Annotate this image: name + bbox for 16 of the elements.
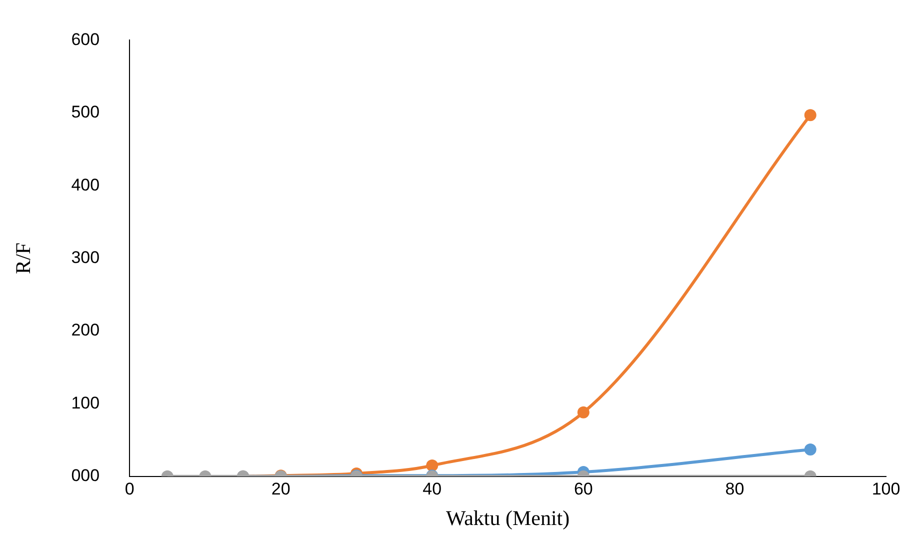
y-tick-label: 100 — [71, 393, 100, 412]
x-tick-label: 20 — [271, 479, 290, 498]
x-tick-label: 80 — [725, 479, 744, 498]
x-tick-label: 60 — [574, 479, 593, 498]
x-tick-label: 0 — [124, 479, 134, 498]
x-tick-label: 100 — [872, 479, 900, 498]
y-tick-label: 500 — [71, 102, 100, 122]
y-tick-label: 600 — [71, 30, 100, 49]
y-axis-title: R/F — [11, 242, 36, 274]
y-tick-label: 400 — [71, 175, 100, 194]
x-tick-label: 40 — [422, 479, 442, 498]
y-tick-label: 300 — [71, 248, 100, 267]
point — [804, 109, 816, 122]
y-tick-label: 200 — [71, 320, 100, 340]
y-tick-label: 000 — [71, 466, 100, 486]
x-axis-title: Waktu (Menit) — [446, 506, 570, 530]
